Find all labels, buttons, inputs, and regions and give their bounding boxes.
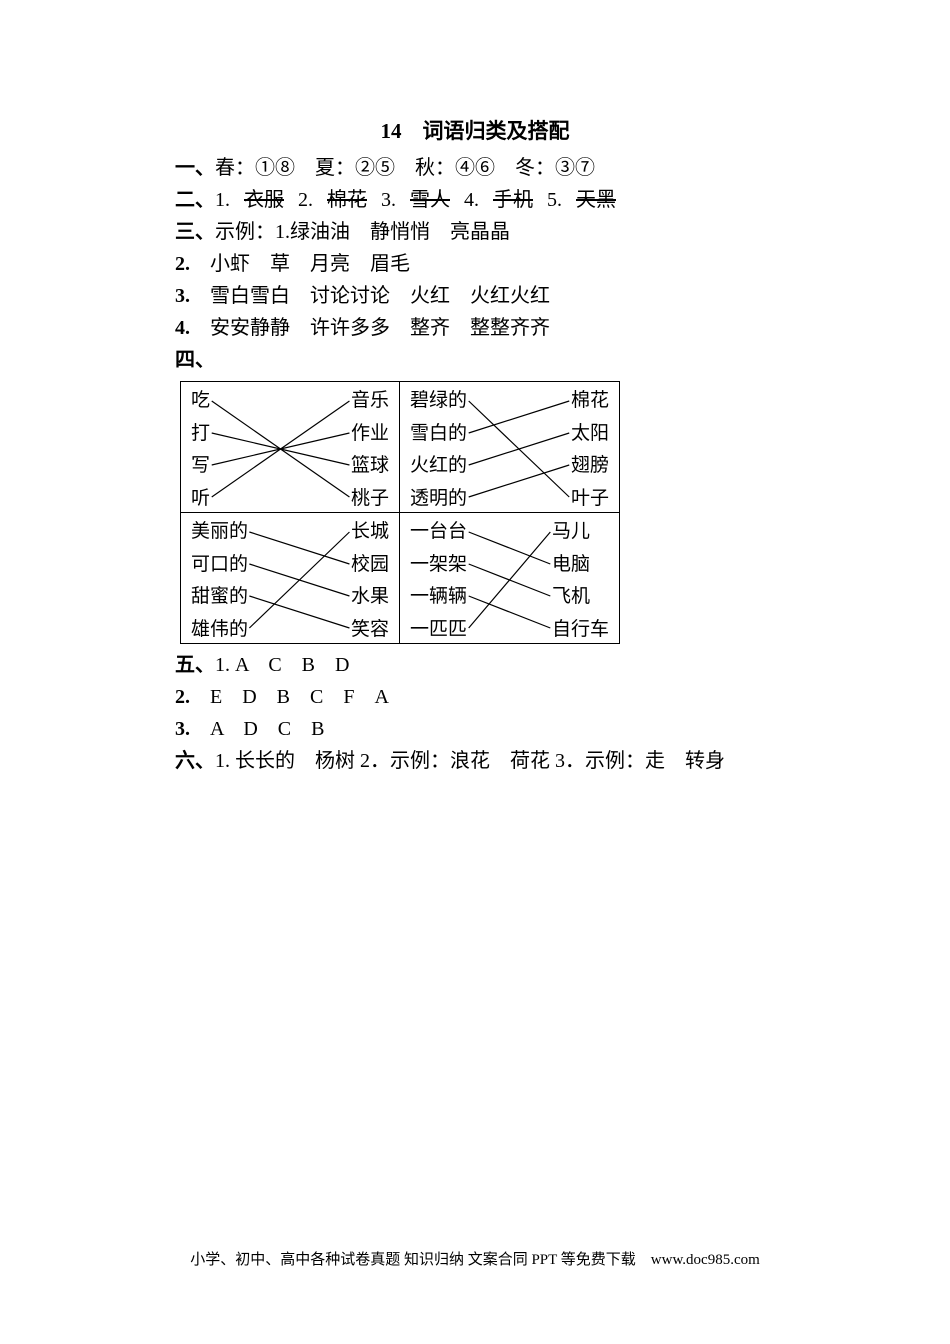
section-5-line-2: 2. E D B C F A [175, 682, 775, 712]
match-right-word: 音乐 [351, 388, 389, 415]
s2-t1: 棉花 [327, 189, 367, 211]
section-6-label: 六、 [175, 750, 215, 772]
s2-t2: 雪人 [410, 189, 450, 211]
page-title: 14 词语归类及搭配 [175, 115, 775, 145]
section-6-content: 1. 长长的 杨树 2．示例：浪花 荷花 3．示例：走 转身 [215, 750, 725, 772]
match-right-word: 翅膀 [571, 453, 609, 480]
section-3-line-4: 4. 安安静静 许许多多 整齐 整整齐齐 [175, 313, 775, 343]
match-left-word: 一辆辆 [410, 584, 467, 611]
section-6: 六、1. 长长的 杨树 2．示例：浪花 荷花 3．示例：走 转身 [175, 746, 775, 776]
match-left-word: 打 [191, 421, 210, 448]
match-right-word: 作业 [351, 421, 389, 448]
document-content: 14 词语归类及搭配 一、春：①⑧ 夏：②⑤ 秋：④⑥ 冬：③⑦ 二、1.衣服2… [0, 0, 950, 776]
match-right-word: 水果 [351, 584, 389, 611]
s5-n0: 1. [215, 654, 230, 676]
matching-cell-2: 美丽的可口的甜蜜的雄伟的 长城校园水果笑容 [181, 513, 400, 643]
matching-cell-3: 一台台一架架一辆辆一匹匹 马儿电脑飞机自行车 [400, 513, 619, 643]
section-5-line-1: 五、1. A C B D [175, 650, 775, 680]
match-right-word: 叶子 [571, 486, 609, 513]
section-5-label: 五、 [175, 654, 215, 676]
matching-table: 吃打写听 音乐作业篮球桃子 碧绿的雪白的火红的透明的 棉花太阳翅膀叶子 美丽的可口的… [180, 381, 620, 644]
s2-n0: 1. [215, 189, 230, 211]
match-right-word: 太阳 [571, 421, 609, 448]
s2-n3: 4. [464, 189, 479, 211]
match-left-word: 吃 [191, 388, 210, 415]
match-right-word: 长城 [351, 519, 389, 546]
match-right-word: 篮球 [351, 453, 389, 480]
matching-cell-0: 吃打写听 音乐作业篮球桃子 [181, 382, 400, 512]
s2-t4: 天黑 [576, 189, 616, 211]
matching-cell-1: 碧绿的雪白的火红的透明的 棉花太阳翅膀叶子 [400, 382, 619, 512]
match-right-word: 飞机 [552, 584, 609, 611]
section-1-content: 春：①⑧ 夏：②⑤ 秋：④⑥ 冬：③⑦ [215, 157, 595, 179]
section-1: 一、春：①⑧ 夏：②⑤ 秋：④⑥ 冬：③⑦ [175, 153, 775, 183]
s3-n0: 1. [275, 221, 290, 243]
s3-n2: 3. [175, 285, 190, 307]
section-3-label: 三、 [175, 221, 215, 243]
match-right-word: 马儿 [552, 519, 609, 546]
section-3-line-1: 三、示例：1.绿油油 静悄悄 亮晶晶 [175, 217, 775, 247]
section-2: 二、1. 衣服 2. 棉花 3. 雪人 4. 手机 5. 天黑 [175, 185, 775, 215]
section-4-label: 四、 [175, 349, 215, 371]
match-left-word: 甜蜜的 [191, 584, 248, 611]
s3-w0: 绿油油 静悄悄 亮晶晶 [290, 221, 510, 243]
s5-a1: E D B C F A [210, 686, 389, 708]
s2-t0: 衣服 [244, 189, 284, 211]
match-left-word: 雄伟的 [191, 617, 248, 644]
matching-row-2: 美丽的可口的甜蜜的雄伟的 长城校园水果笑容 一台台一架架一辆辆一匹匹 马儿电脑飞机自… [181, 513, 619, 643]
matching-row-1: 吃打写听 音乐作业篮球桃子 碧绿的雪白的火红的透明的 棉花太阳翅膀叶子 [181, 382, 619, 513]
match-right-word: 自行车 [552, 617, 609, 644]
section-3-line-2: 2. 小虾 草 月亮 眉毛 [175, 249, 775, 279]
s5-a2: A D C B [210, 718, 324, 740]
match-right-word: 棉花 [571, 388, 609, 415]
match-right-word: 笑容 [351, 617, 389, 644]
match-right-word: 桃子 [351, 486, 389, 513]
match-left-word: 透明的 [410, 486, 467, 513]
s2-t3: 手机 [493, 189, 533, 211]
match-right-word: 校园 [351, 552, 389, 579]
s5-a0: A C B D [235, 654, 349, 676]
page-footer: 小学、初中、高中各种试卷真题 知识归纳 文案合同 PPT 等免费下载 www.d… [0, 1248, 950, 1269]
match-left-word: 写 [191, 453, 210, 480]
match-left-word: 听 [191, 486, 210, 513]
match-left-word: 碧绿的 [410, 388, 467, 415]
s3-prefix: 示例： [215, 221, 275, 243]
match-left-word: 火红的 [410, 453, 467, 480]
s3-n3: 4. [175, 317, 190, 339]
match-left-word: 可口的 [191, 552, 248, 579]
match-left-word: 美丽的 [191, 519, 248, 546]
section-1-label: 一、 [175, 157, 215, 179]
s5-n2: 3. [175, 718, 190, 740]
match-left-word: 一台台 [410, 519, 467, 546]
section-5-line-3: 3. A D C B [175, 714, 775, 744]
s2-n2: 3. [381, 189, 396, 211]
s3-w3: 安安静静 许许多多 整齐 整整齐齐 [210, 317, 550, 339]
match-right-word: 电脑 [552, 552, 609, 579]
match-left-word: 一匹匹 [410, 617, 467, 644]
section-2-label: 二、 [175, 189, 215, 211]
match-left-word: 雪白的 [410, 421, 467, 448]
s3-w1: 小虾 草 月亮 眉毛 [210, 253, 410, 275]
section-3-line-3: 3. 雪白雪白 讨论讨论 火红 火红火红 [175, 281, 775, 311]
section-4-label-line: 四、 [175, 345, 775, 375]
s2-n1: 2. [298, 189, 313, 211]
s3-w2: 雪白雪白 讨论讨论 火红 火红火红 [210, 285, 550, 307]
s5-n1: 2. [175, 686, 190, 708]
s2-n4: 5. [547, 189, 562, 211]
s3-n1: 2. [175, 253, 190, 275]
match-left-word: 一架架 [410, 552, 467, 579]
